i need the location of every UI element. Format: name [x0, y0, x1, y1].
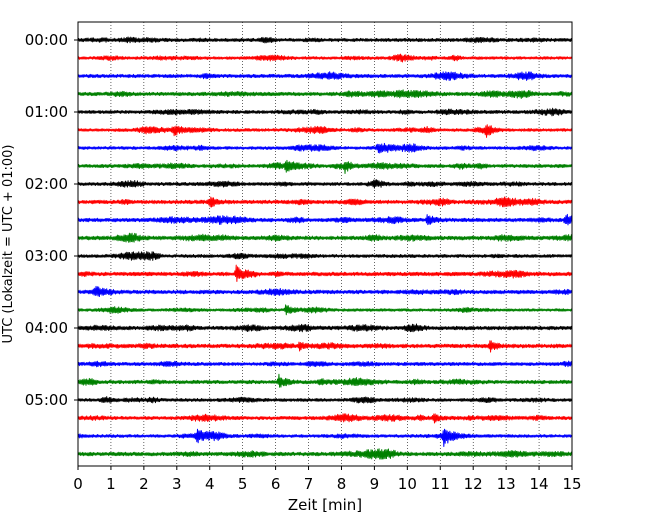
trace-line: [77, 213, 573, 226]
x-tick-label: 5: [238, 475, 248, 493]
y-tick-label: 05:00: [25, 391, 68, 409]
x-tick-label: 12: [464, 475, 483, 493]
x-tick-label: 8: [337, 475, 347, 493]
y-tick-label: 03:00: [25, 247, 68, 265]
x-tick-label: 10: [398, 475, 417, 493]
y-tick-label: 01:00: [25, 103, 68, 121]
x-tick-label: 11: [431, 475, 450, 493]
grid-lines: [110, 22, 540, 466]
x-tick-label: 3: [172, 475, 182, 493]
x-ticks: 0 1 2 3 4 5 6 7 8 9 10 11 12 13 14 15: [73, 466, 582, 493]
trace-line: [77, 142, 573, 154]
trace-line: [77, 71, 573, 81]
trace-line: [77, 285, 573, 298]
plot-frame: [77, 21, 573, 467]
y-axis-label: UTC (Lokalzeit = UTC + 01:00): [1, 145, 16, 344]
trace-line: [77, 36, 573, 44]
x-tick-label: 13: [497, 475, 516, 493]
trace-line: [77, 53, 573, 63]
x-tick-label: 4: [205, 475, 215, 493]
x-axis-label: Zeit [min]: [288, 496, 362, 514]
trace-line: [77, 179, 573, 189]
trace-line: [77, 396, 573, 404]
x-tick-label: 9: [370, 475, 380, 493]
y-tick-label: 00:00: [25, 31, 68, 49]
trace-line: [77, 251, 573, 261]
x-tick-label: 2: [139, 475, 149, 493]
x-tick-label: 1: [106, 475, 116, 493]
trace-line: [77, 448, 573, 460]
trace-line: [77, 196, 573, 208]
trace-line: [77, 373, 573, 388]
trace-line: [77, 360, 573, 368]
x-tick-label: 15: [562, 475, 581, 493]
trace-line: [77, 413, 573, 424]
trace-line: [77, 107, 573, 117]
trace-line: [77, 124, 573, 138]
y-tick-label: 02:00: [25, 175, 68, 193]
trace-line: [77, 428, 573, 447]
trace-line: [77, 323, 573, 333]
x-tick-label: 7: [304, 475, 314, 493]
trace-line: [77, 304, 573, 316]
x-tick-label: 6: [271, 475, 281, 493]
x-tick-label: 14: [530, 475, 549, 493]
trace-line: [77, 232, 573, 243]
y-ticks: 00:00 01:00 02:00 03:00 04:00 05:00: [25, 31, 78, 409]
y-tick-label: 04:00: [25, 319, 68, 337]
trace-lines: [77, 36, 573, 460]
trace-line: [77, 89, 573, 99]
trace-line: [77, 340, 573, 353]
trace-line: [77, 264, 573, 282]
x-tick-label: 0: [73, 475, 83, 493]
trace-line: [77, 159, 573, 174]
